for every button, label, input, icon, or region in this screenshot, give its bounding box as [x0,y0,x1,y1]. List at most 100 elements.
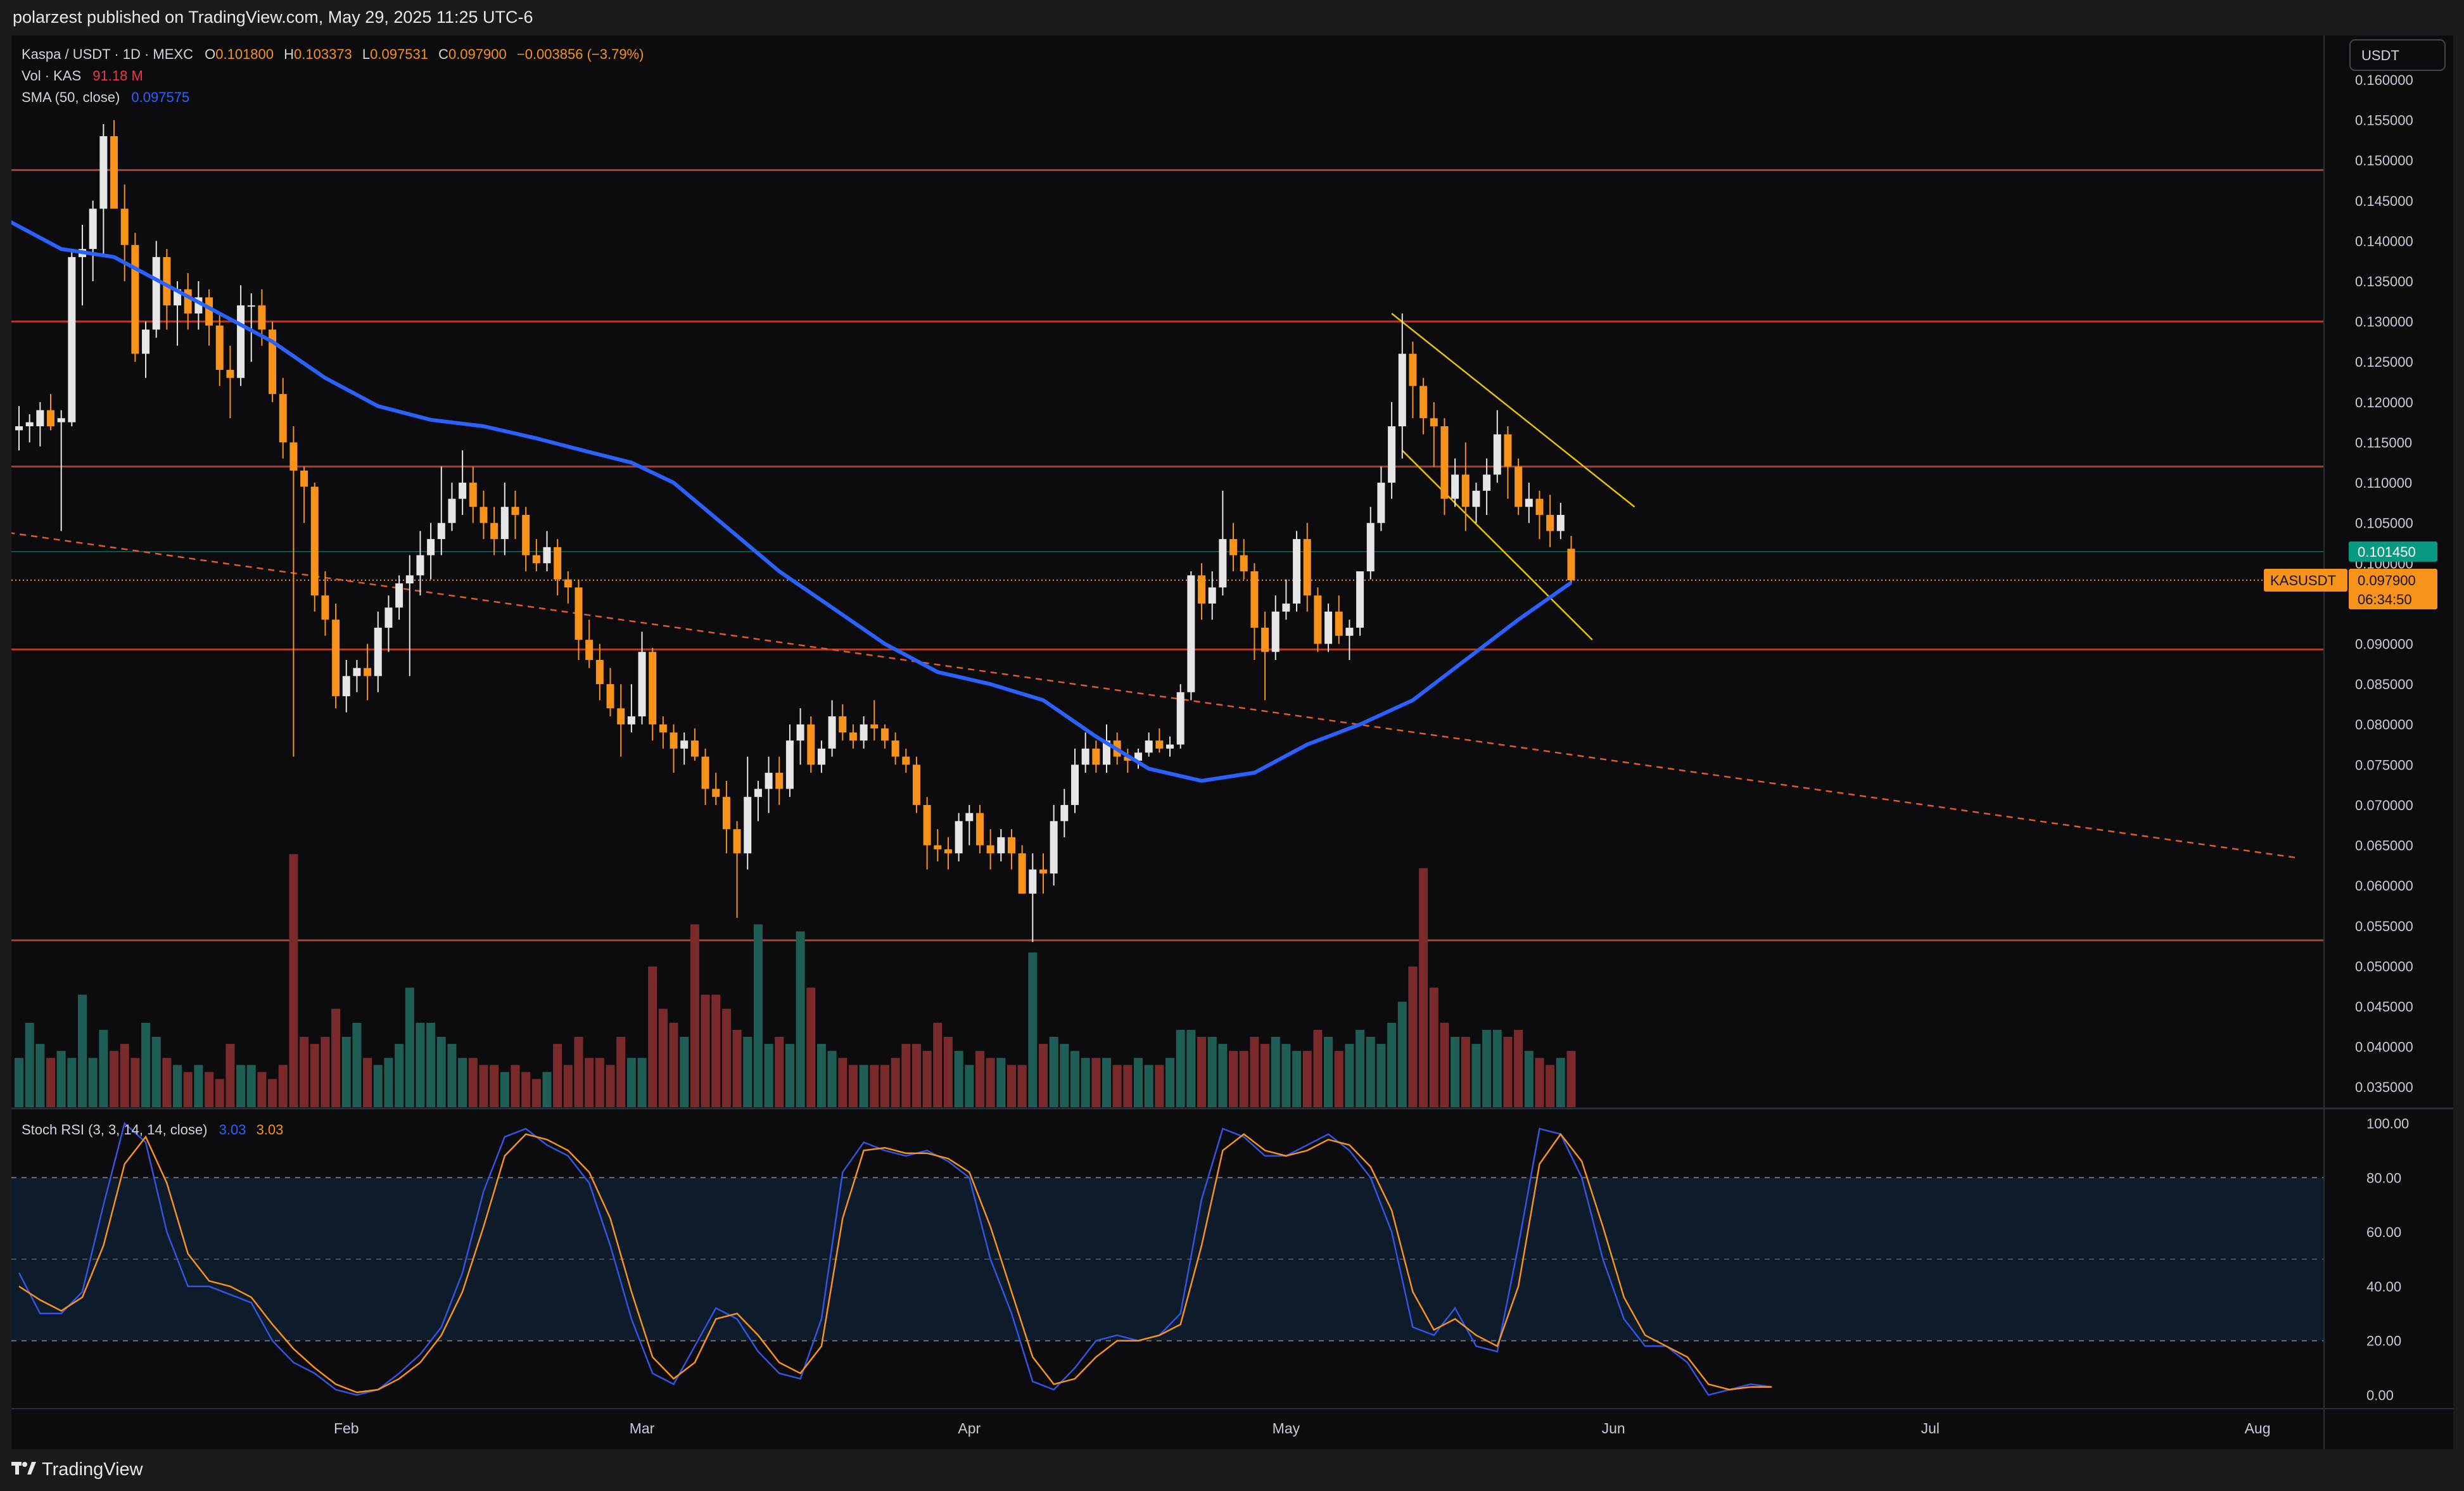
candle-body [701,756,709,789]
candle-body [1345,628,1354,636]
candle-body [744,797,752,854]
candle [120,184,129,282]
legend-c-label: C [438,46,448,62]
candle-body [965,813,974,822]
volume-bar [1356,1029,1365,1107]
currency-label[interactable]: USDT [2361,48,2399,63]
candle-body [585,640,594,660]
volume-bar [1197,1037,1207,1107]
legend-line-1: Kaspa / USDT · 1D · MEXC O0.101800 H0.10… [22,46,644,62]
candle [110,120,118,209]
time-tick-label: Apr [958,1420,981,1437]
candle [1409,341,1417,419]
candle [575,579,583,660]
candle [934,829,942,861]
volume-bar [341,1037,351,1107]
candle [1092,740,1100,773]
candle [1176,684,1184,749]
volume-bar [827,1051,837,1107]
candle-body [1198,575,1206,604]
candle-body [1219,539,1227,588]
ref-price-tag: 0.101450 [2349,541,2437,562]
descending-trendline [8,531,2300,860]
candle [1282,579,1290,620]
candle [1134,748,1143,769]
price-pane[interactable] [11,35,2323,1107]
chart-svg[interactable]: 0.035000 0.040000 0.045000 0.050000 0.055000… [7,35,2453,1449]
candle-body [1018,853,1026,894]
volume-bar [711,994,721,1107]
volume-bar [637,1058,647,1107]
candle [395,575,403,620]
candle-body [1419,386,1428,419]
candle [310,483,319,612]
candle [1240,539,1248,580]
volume-bar [35,1044,45,1107]
candle-body [1430,418,1438,427]
candle-body [1567,549,1575,580]
candle [416,531,424,596]
volume-bar [1207,1037,1217,1107]
volume-bar [268,1079,277,1107]
candle [955,813,963,861]
candle [57,410,65,531]
volume-bar [658,1008,668,1107]
candle [279,378,287,459]
stoch-k-line [18,1122,1772,1396]
candle-body [649,652,657,725]
candle [142,321,150,378]
volume-bar [458,1058,467,1107]
candle [1124,748,1132,773]
channel-line [1401,450,1593,641]
candle [870,700,879,741]
legend-open: 0.101800 [215,46,274,62]
candle-body [416,555,424,576]
candle [152,241,160,338]
candle [1356,571,1364,636]
candle-body [880,728,889,741]
volume-bar [15,1058,23,1107]
price-tick-label: 0.040000 [2355,1039,2413,1055]
candle [807,716,815,773]
candle-body [364,668,372,676]
candle-body [1293,539,1301,604]
volume-bar [1049,1037,1058,1107]
volume-bar [996,1058,1006,1107]
candle-body [258,305,266,330]
volume-bar [1461,1037,1470,1107]
candle-body [1398,353,1406,427]
candle-body [817,748,825,765]
volume-bar [648,967,657,1107]
volume-bar [531,1079,541,1107]
candle [490,507,499,555]
currency-button[interactable]: USDT [2349,39,2446,71]
candle [554,539,562,596]
candle [649,647,657,741]
volume-bar [1366,1037,1375,1107]
candle-body [912,765,920,805]
volume-bar [416,1022,425,1107]
chart-area[interactable]: 0.035000 0.040000 0.045000 0.050000 0.055000… [7,35,2453,1449]
price-tick-label: 0.115000 [2355,435,2412,450]
volume-bar [880,1065,889,1107]
volume-bar [278,1065,288,1107]
candle [1155,728,1164,753]
volume-bar [1302,1051,1312,1107]
volume-bar [585,1058,594,1107]
candle [289,426,298,757]
time-axis[interactable] [11,1409,2453,1449]
candle-body [205,297,213,326]
candle [1535,490,1544,540]
candle-body [1388,426,1396,483]
candle [269,321,277,402]
candle [997,829,1005,861]
candle-body [532,555,540,564]
volume-bar [1292,1051,1302,1107]
price-axis[interactable] [2325,35,2453,1409]
volume-bar [1514,1029,1523,1107]
candle [47,394,55,431]
candle-body [1483,474,1491,491]
candle-body [934,845,942,849]
candle-body [849,732,857,741]
price-tick-label: 0.090000 [2355,636,2413,652]
